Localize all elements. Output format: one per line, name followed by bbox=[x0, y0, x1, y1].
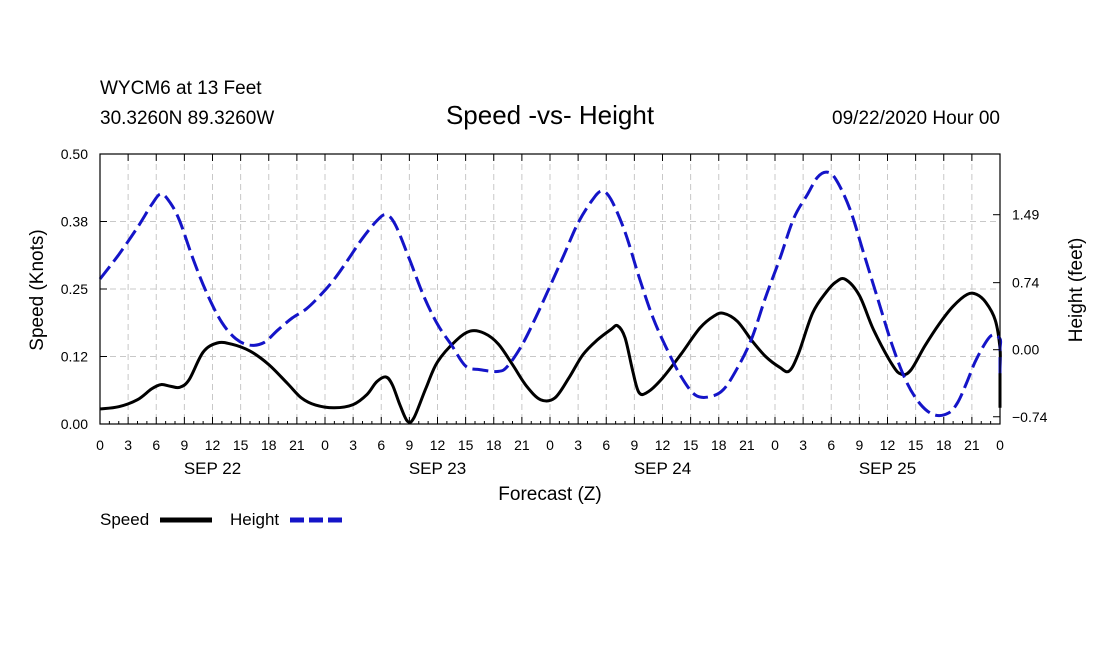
x-tick-label: 18 bbox=[711, 437, 727, 453]
y-axis-title: Speed (Knots) bbox=[27, 229, 48, 350]
day-label: SEP 23 bbox=[409, 459, 466, 478]
coords-label: 30.3260N 89.3260W bbox=[100, 108, 274, 129]
x-tick-label: 0 bbox=[96, 437, 104, 453]
x-tick-label: 0 bbox=[771, 437, 779, 453]
y-tick-label: 0.50 bbox=[61, 146, 88, 162]
x-tick-label: 21 bbox=[739, 437, 755, 453]
y-tick-label: 0.00 bbox=[61, 416, 88, 432]
x-tick-label: 15 bbox=[683, 437, 699, 453]
y2-tick-label: 0.74 bbox=[1012, 275, 1039, 291]
x-tick-label: 18 bbox=[486, 437, 502, 453]
x-tick-label: 0 bbox=[996, 437, 1004, 453]
x-tick-label: 9 bbox=[180, 437, 188, 453]
x-tick-label: 6 bbox=[827, 437, 835, 453]
day-label: SEP 24 bbox=[634, 459, 691, 478]
y-tick-label: 0.12 bbox=[61, 349, 88, 365]
legend-height-label: Height bbox=[230, 510, 279, 529]
y-tick-label: 0.38 bbox=[61, 214, 88, 230]
x-tick-label: 6 bbox=[602, 437, 610, 453]
series-line-speed bbox=[99, 276, 1002, 424]
series-layer bbox=[98, 170, 1003, 424]
x-tick-label: 6 bbox=[152, 437, 160, 453]
x-tick-label: 6 bbox=[377, 437, 385, 453]
x-tick-label: 12 bbox=[655, 437, 671, 453]
x-tick-label: 12 bbox=[205, 437, 221, 453]
x-tick-label: 15 bbox=[233, 437, 249, 453]
y-tick-label: 0.25 bbox=[61, 281, 88, 297]
x-tick-label: 3 bbox=[574, 437, 582, 453]
x-tick-label: 15 bbox=[908, 437, 924, 453]
x-tick-label: 12 bbox=[430, 437, 446, 453]
x-tick-label: 12 bbox=[880, 437, 896, 453]
series-line-height bbox=[98, 170, 1003, 418]
y2-tick-label: −0.74 bbox=[1012, 409, 1048, 425]
plot-frame bbox=[99, 153, 1001, 425]
day-label: SEP 25 bbox=[859, 459, 916, 478]
x-tick-label: 15 bbox=[458, 437, 474, 453]
chart-title: Speed -vs- Height bbox=[446, 100, 655, 130]
grid bbox=[100, 154, 1000, 424]
x-tick-label: 21 bbox=[289, 437, 305, 453]
y2-tick-label: 1.49 bbox=[1012, 207, 1039, 223]
x-tick-label: 9 bbox=[630, 437, 638, 453]
x-tick-label: 18 bbox=[936, 437, 952, 453]
x-tick-label: 9 bbox=[405, 437, 413, 453]
legend-speed-label: Speed bbox=[100, 510, 149, 529]
y2-axis-title: Height (feet) bbox=[1066, 238, 1087, 343]
x-tick-label: 0 bbox=[321, 437, 329, 453]
x-tick-label: 21 bbox=[964, 437, 980, 453]
x-tick-label: 21 bbox=[514, 437, 530, 453]
x-tick-label: 3 bbox=[799, 437, 807, 453]
legend: Speed Height bbox=[100, 510, 342, 529]
day-label: SEP 22 bbox=[184, 459, 241, 478]
y2-tick-label: 0.00 bbox=[1012, 342, 1039, 358]
axes: 0 3 6 9 12 15 18 21 0 3 6 9 12 15 18 21 0 3 6 9 12 15 18 21 0 3 6 9… bbox=[61, 146, 1048, 478]
x-axis-title: Forecast (Z) bbox=[498, 484, 601, 505]
x-tick-label: 3 bbox=[349, 437, 357, 453]
datetime-label: 09/22/2020 Hour 00 bbox=[832, 108, 1000, 129]
station-label: WYCM6 at 13 Feet bbox=[100, 78, 262, 99]
x-tick-label: 18 bbox=[261, 437, 277, 453]
x-tick-label: 9 bbox=[855, 437, 863, 453]
x-tick-label: 3 bbox=[124, 437, 132, 453]
x-tick-label: 0 bbox=[546, 437, 554, 453]
